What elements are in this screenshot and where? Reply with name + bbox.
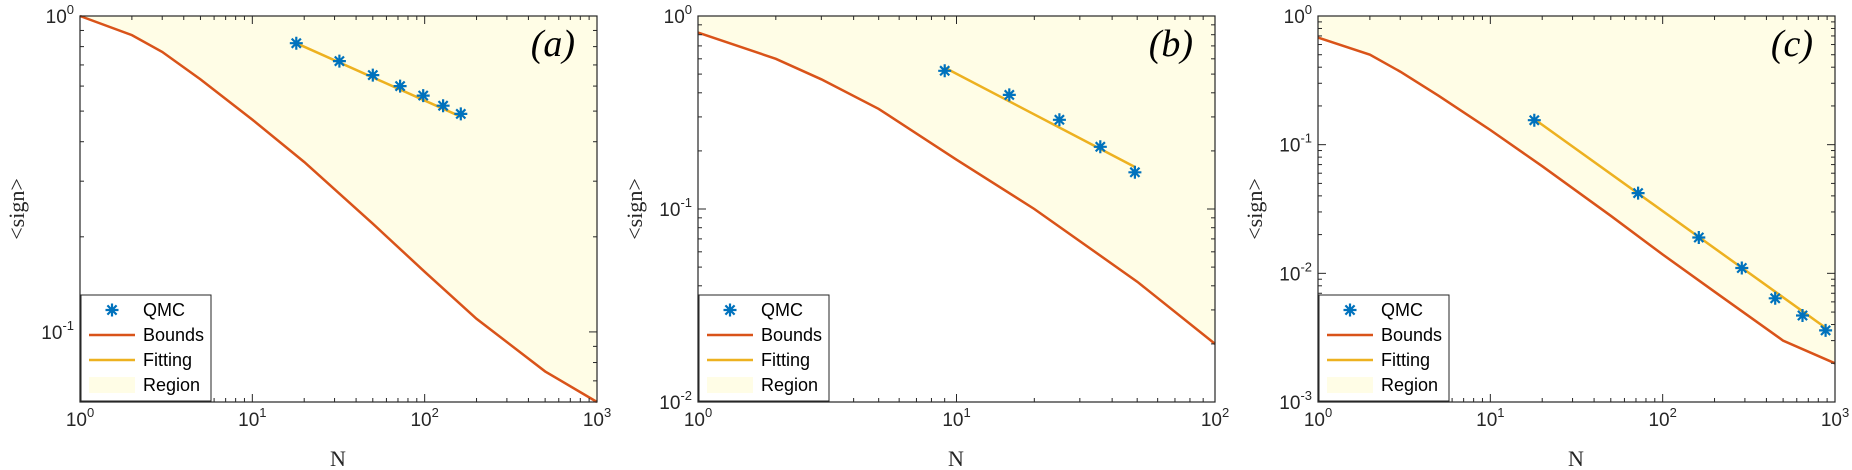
qmc-point [416,89,430,103]
legend-label: Fitting [761,350,810,370]
qmc-point [436,99,450,113]
legend-label: Bounds [761,325,822,345]
x-tick-label: 100 [66,405,94,431]
y-tick-label: 100 [1284,2,1312,28]
y-tick-label: 100 [664,2,692,28]
qmc-point [454,107,468,121]
xlabel-c: N [1568,446,1584,470]
bounds-line [1317,36,1836,365]
legend-swatch-qmc [723,303,737,317]
qmc-point [1692,231,1706,244]
legend-swatch-qmc [105,303,119,317]
qmc-point [289,36,303,50]
ylabel-c: <sign> [1242,178,1267,240]
fitting-line [295,42,462,118]
qmc-point [366,68,380,82]
qmc-point [1796,309,1809,322]
region-area [80,16,597,402]
qmc-point [1002,88,1016,102]
ylabel-b: <sign> [622,178,647,240]
qmc-point [1631,186,1645,200]
legend-swatch-qmc [1343,303,1357,317]
y-tick-label: 10-1 [1279,131,1312,157]
panel-a: 100 101 102 103 10-1 100 QMC Bounds Fitting Regio… [4,2,611,470]
legend-swatch-region [1327,377,1373,393]
legend-label: QMC [761,300,803,320]
y-tick-label: 10-2 [659,388,692,414]
x-tick-label: 101 [1476,405,1504,431]
x-tick-label: 103 [583,405,611,431]
ylabel-a: <sign> [4,178,29,240]
x-tick-label: 102 [1201,405,1229,431]
bounds-line [697,31,1216,345]
qmc-point [1768,291,1782,305]
x-tick-label: 103 [1821,405,1849,431]
legend-swatch-region [707,377,753,393]
panel-label-b: (b) [1149,23,1193,65]
y-tick-label: 10-1 [659,195,692,221]
xlabel-a: N [330,446,346,470]
legend-label: QMC [143,300,185,320]
axes-frame [1317,15,1836,403]
xlabel-b: N [948,446,964,470]
x-tick-label: 102 [1648,405,1676,431]
legend-label: Region [143,375,200,395]
panel-b: 100 101 102 10-2 10-1 100 QMC Bounds Fitting Regi… [622,2,1229,470]
panel-label-c: (c) [1771,23,1813,65]
legend-label: Fitting [143,350,192,370]
qmc-point [332,54,346,68]
bounds-line [79,14,598,404]
legend-swatch-region [89,377,135,393]
y-tick-label: 10-1 [41,318,74,344]
qmc-point [1052,113,1066,127]
x-tick-label: 101 [238,405,266,431]
qmc-point [1735,261,1749,275]
y-tick-label: 10-2 [1279,259,1312,285]
qmc-point [1527,113,1541,127]
legend-label: Bounds [143,325,204,345]
legend-label: Fitting [1381,350,1430,370]
region-area [698,16,1215,344]
x-tick-label: 100 [1304,405,1332,431]
x-tick-label: 100 [684,405,712,431]
panel-label-a: (a) [531,23,575,65]
legend-label: Region [761,375,818,395]
x-tick-label: 102 [410,405,438,431]
qmc-point [1819,323,1833,337]
qmc-point [1128,165,1142,179]
qmc-point [938,64,952,78]
legend-label: QMC [1381,300,1423,320]
axes-frame [79,15,598,403]
qmc-point [393,79,407,93]
x-tick-label: 101 [942,405,970,431]
legend-label: Bounds [1381,325,1442,345]
qmc-point [1093,140,1107,154]
legend-label: Region [1381,375,1438,395]
y-tick-label: 100 [46,2,74,28]
panel-c: 100 101 102 10310-310-210-1100QMCBoundsFitt… [1242,2,1849,470]
